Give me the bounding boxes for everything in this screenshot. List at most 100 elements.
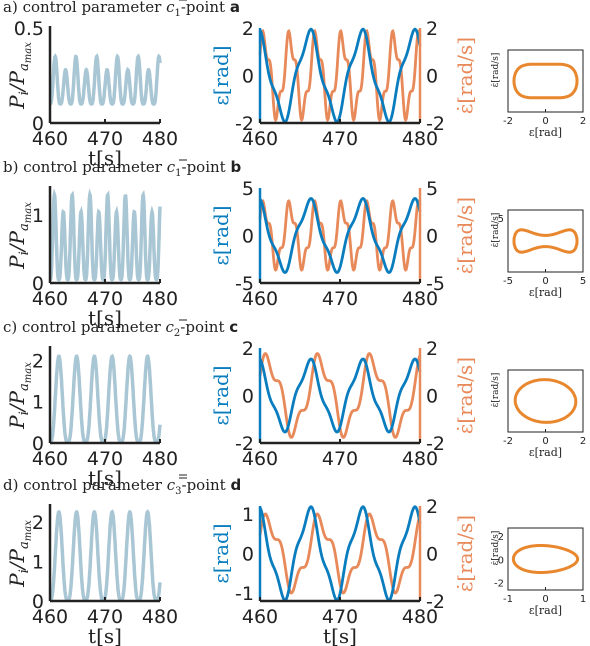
angle-x-tick-label: 460 xyxy=(242,128,278,150)
rate-y-tick-label: 2 xyxy=(426,18,438,40)
power-y-tick-label: 2 xyxy=(32,512,44,534)
rate-y-tick-label: 0 xyxy=(426,66,438,88)
rate-y-tick-label: 2 xyxy=(426,338,438,360)
phase-x-label: ε[rad] xyxy=(529,286,562,299)
rate-y-label: ε̇[rad/s] xyxy=(453,357,477,434)
phase-y-tick-label: 5 xyxy=(498,214,504,225)
phase-panel-1: -2 0 2 ε[rad] ε̇[rad/s] xyxy=(491,49,586,139)
angle-y-label: ε[rad] xyxy=(209,365,233,425)
power-y-tick-label: 1 xyxy=(32,551,44,573)
phase-y-tick-label: 2 xyxy=(498,532,504,543)
phase-x-label: ε[rad] xyxy=(529,446,562,459)
angle-x-tick-label: 470 xyxy=(322,288,358,310)
angle-x-tick-label: 460 xyxy=(242,448,278,470)
row-title-1: a) control parameter c1-point a xyxy=(3,0,240,19)
phase-x-tick-label: 2 xyxy=(580,116,586,127)
power-x-label: t[s] xyxy=(88,624,122,646)
angle-x-label: t[s] xyxy=(323,624,357,646)
phase-y-label: ε̇[rad/s] xyxy=(491,531,501,566)
power-y-tick-label: 0 xyxy=(32,113,44,135)
phase-x-tick-label: -2 xyxy=(503,436,513,447)
phase-x-tick-label: 5 xyxy=(580,276,586,287)
phase-trajectory xyxy=(512,62,579,100)
phase-x-label: ε[rad] xyxy=(529,604,562,617)
rate-y-tick-label: -2 xyxy=(426,433,445,455)
rate-y-tick-label: 5 xyxy=(426,178,438,200)
angle-y-tick-label: 1 xyxy=(242,504,254,526)
phase-x-label: ε[rad] xyxy=(529,126,562,139)
power-x-label: t[s] xyxy=(88,466,122,490)
rate-series xyxy=(258,199,422,272)
phase-trajectory xyxy=(512,228,579,254)
phase-box xyxy=(507,527,584,591)
row-title-2: b) control parameter c1-point b xyxy=(3,158,241,179)
power-y-label: Pi/Pamax xyxy=(5,42,34,110)
angle-y-tick-label: -2 xyxy=(235,433,254,455)
power-x-tick-label: 460 xyxy=(32,448,68,470)
angle-x-tick-label: 470 xyxy=(322,448,358,470)
power-x-tick-label: 470 xyxy=(87,288,123,310)
angle-x-tick-label: 480 xyxy=(402,606,438,628)
rate-y-tick-label: 0 xyxy=(426,226,438,248)
power-y-label: Pi/Pamax xyxy=(5,202,34,270)
phase-y-tick-label: -2 xyxy=(494,579,504,590)
power-y-tick-label: 0 xyxy=(32,433,44,455)
phase-y-tick-label: 0 xyxy=(498,555,504,566)
power-panel-1: 0 0.5 460 470 480 t[s] Pi/Pamax xyxy=(5,18,178,170)
angle-y-tick-label: 0 xyxy=(242,226,254,248)
angle-series xyxy=(258,27,422,124)
power-x-tick-label: 480 xyxy=(142,606,178,628)
angle-y-label: ε[rad] xyxy=(209,523,233,583)
power-y-tick-label: 2 xyxy=(32,350,44,372)
angle-panel-4: -1 0 1 -2 0 2 460 470 480 t[s] ε[rad] ε̇[rad/s] xyxy=(209,496,477,646)
phase-x-tick-label: 0 xyxy=(542,594,548,605)
power-y-tick-label: 1 xyxy=(32,392,44,414)
rate-y-tick-label: 0 xyxy=(426,386,438,408)
power-x-tick-label: 480 xyxy=(142,288,178,310)
rate-y-tick-label: 0 xyxy=(426,544,438,566)
rate-y-label: ε̇[rad/s] xyxy=(453,515,477,592)
power-x-label: t[s] xyxy=(88,146,122,170)
power-panel-4: 0 1 2 460 470 480 t[s] Pi/Pamax xyxy=(5,504,178,646)
angle-y-tick-label: -2 xyxy=(235,113,254,135)
power-series xyxy=(49,353,162,444)
power-y-label: Pi/Pamax xyxy=(5,520,34,588)
phase-x-tick-label: -2 xyxy=(503,116,513,127)
angle-x-tick-label: 470 xyxy=(322,606,358,628)
phase-panel-4: -1 0 1 -2 0 2 ε[rad] ε̇[rad/s] xyxy=(491,527,586,617)
angle-y-tick-label: 2 xyxy=(242,338,254,360)
row-title-text: a) control parameter c1-point a xyxy=(3,0,240,19)
phase-y-label: ε̇[rad/s] xyxy=(491,213,501,248)
phase-panel-2: -5 0 5 5 ε[rad] ε̇[rad/s] xyxy=(491,209,586,299)
phase-x-tick-label: 2 xyxy=(580,436,586,447)
angle-panel-1: -2 0 2 -2 0 2 460 470 480 ε[rad] ε̇[rad/s] xyxy=(209,18,477,150)
power-x-tick-label: 480 xyxy=(142,448,178,470)
phase-x-tick-label: -5 xyxy=(503,276,513,287)
angle-series xyxy=(258,357,422,434)
rate-series xyxy=(258,28,422,123)
angle-x-tick-label: 480 xyxy=(402,448,438,470)
angle-y-tick-label: -5 xyxy=(235,273,254,295)
phase-box xyxy=(507,209,584,273)
phase-y-label: ε̇[rad/s] xyxy=(491,53,501,88)
power-y-tick-label: 1 xyxy=(32,205,44,227)
power-x-tick-label: 470 xyxy=(87,128,123,150)
power-x-tick-label: 470 xyxy=(87,606,123,628)
rate-series xyxy=(258,512,422,595)
row-title-text: d) control parameter c3-point d xyxy=(3,476,241,497)
angle-x-tick-label: 460 xyxy=(242,288,278,310)
power-panel-3: 0 1 2 460 470 480 t[s] Pi/Pamax xyxy=(5,346,178,490)
phase-x-tick-label: 0 xyxy=(542,436,548,447)
angle-panel-3: -2 0 2 -2 0 2 460 470 480 ε[rad] ε̇[rad/s] xyxy=(209,338,477,470)
angle-y-label: ε[rad] xyxy=(209,205,233,265)
phase-trajectory xyxy=(513,378,578,424)
power-x-tick-label: 460 xyxy=(32,606,68,628)
angle-y-tick-label: 0 xyxy=(242,386,254,408)
rate-y-tick-label: -5 xyxy=(426,273,445,295)
phase-panel-3: -2 0 2 ε[rad] ε̇[rad/s] xyxy=(491,369,586,459)
phase-x-tick-label: 1 xyxy=(580,594,586,605)
power-y-tick-label: 0 xyxy=(32,273,44,295)
power-y-label: Pi/Pamax xyxy=(5,362,34,430)
angle-x-tick-label: 480 xyxy=(402,128,438,150)
phase-x-tick-label: -1 xyxy=(503,594,513,605)
